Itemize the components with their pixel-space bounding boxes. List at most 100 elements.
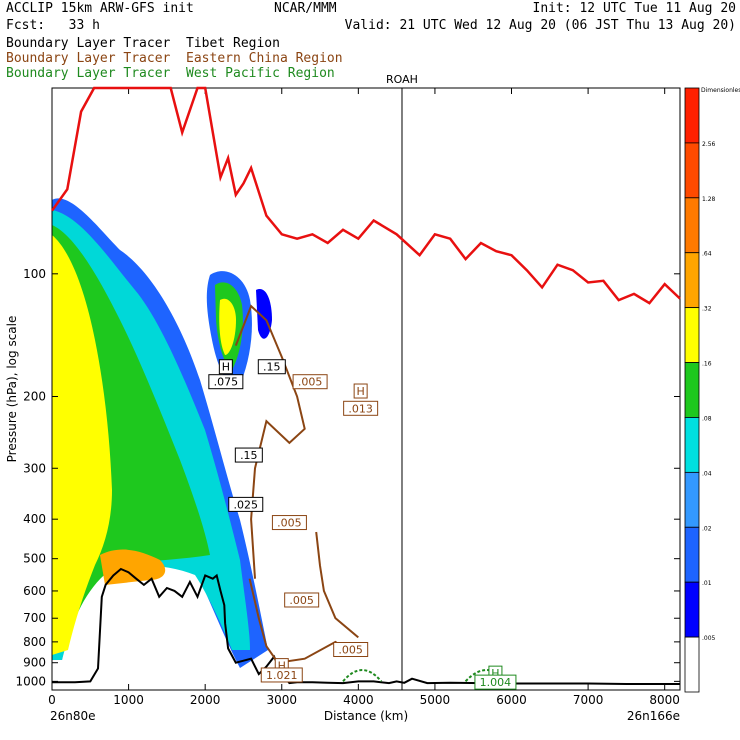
contour-label: H bbox=[356, 385, 364, 398]
contour-label: 1.004 bbox=[480, 676, 512, 689]
colorbar-level: .02 bbox=[702, 525, 712, 532]
tibet-field-orange bbox=[100, 549, 166, 585]
legend-tibet-region: Tibet Region bbox=[186, 36, 280, 51]
y-tick-label: 300 bbox=[23, 461, 46, 475]
chart-labels: .005H.013.005.005.005H1.021H.075.15.15.0… bbox=[208, 359, 517, 690]
contour-label: H bbox=[222, 361, 230, 374]
colorbar-segment bbox=[684, 526, 700, 583]
colorbar-segment bbox=[684, 142, 700, 199]
contour-label: .075 bbox=[214, 376, 239, 389]
contour-label-box bbox=[353, 383, 368, 399]
colorbar-level: .16 bbox=[702, 361, 712, 368]
colorbar-level: .005 bbox=[702, 635, 716, 642]
colorbar-level: .64 bbox=[702, 251, 712, 258]
header-forecast: Fcst: 33 h bbox=[6, 18, 100, 33]
colorbar-level: .04 bbox=[702, 470, 712, 477]
x-tick-label: 7000 bbox=[573, 693, 604, 707]
terrain-line bbox=[52, 567, 680, 685]
colorbar-segment bbox=[684, 252, 700, 309]
colorbar-level: .01 bbox=[702, 580, 712, 587]
x-tick-label: 8000 bbox=[649, 693, 680, 707]
contour-label-box bbox=[343, 400, 379, 416]
contour-label-box bbox=[228, 496, 264, 512]
y-tick-label: 800 bbox=[23, 635, 46, 649]
contour-label: H bbox=[491, 667, 499, 680]
x-tick-label: 0 bbox=[48, 693, 56, 707]
colorbar: Dimensionless .005 .01 .02 .04 .08 .16 .32 .64 1.… bbox=[684, 87, 740, 693]
colorbar-segment bbox=[684, 362, 700, 418]
contour-label-box bbox=[284, 592, 320, 608]
contour-label: .025 bbox=[234, 498, 259, 511]
contour-label-box bbox=[271, 515, 307, 531]
contour-label-box bbox=[208, 374, 244, 390]
contour-label-box bbox=[474, 674, 517, 690]
y-tick-label: 200 bbox=[23, 389, 46, 403]
legend-tracer-label: Boundary Layer Tracer bbox=[6, 66, 171, 81]
westpacific-contour bbox=[342, 669, 383, 683]
x-tick-label: 3000 bbox=[266, 693, 297, 707]
contour-label: .005 bbox=[338, 644, 363, 657]
tropopause-line bbox=[50, 86, 681, 305]
y-tick-label: 500 bbox=[23, 552, 46, 566]
contour-label: .15 bbox=[240, 449, 258, 462]
y-tick-label: 1000 bbox=[15, 674, 46, 688]
colorbar-segment bbox=[684, 471, 700, 528]
header-title: ACCLIP 15km ARW-GFS init bbox=[6, 1, 194, 16]
header-center: NCAR/MMM bbox=[274, 1, 337, 16]
contour-label: .005 bbox=[298, 376, 323, 389]
header-init: Init: 12 UTC Tue 11 Aug 20 bbox=[532, 1, 737, 16]
colorbar-level: 2.56 bbox=[702, 141, 716, 148]
contour-label-box bbox=[257, 359, 286, 375]
x-tick-label: 6000 bbox=[496, 693, 527, 707]
contour-label: H bbox=[278, 660, 286, 673]
y-tick-label: 400 bbox=[23, 512, 46, 526]
eastchina-contour bbox=[315, 531, 359, 639]
legend-eastchina: Boundary Layer Tracer Eastern China Regi… bbox=[6, 51, 343, 66]
colorbar-segment bbox=[684, 87, 700, 144]
y-tick-label: 600 bbox=[23, 584, 46, 598]
legend-tracer-label: Boundary Layer Tracer bbox=[6, 51, 171, 66]
tracer-fields bbox=[52, 198, 272, 668]
header-valid: Valid: 21 UTC Wed 12 Aug 20 (06 JST Thu … bbox=[344, 18, 736, 33]
contour-label-box bbox=[218, 359, 233, 375]
colorbar-title: Dimensionless bbox=[701, 87, 740, 94]
legend-westpacific-region: West Pacific Region bbox=[186, 66, 335, 81]
tibet-upper-blob-core bbox=[219, 298, 236, 355]
colorbar-segment bbox=[684, 581, 700, 638]
contour-label-box bbox=[333, 642, 369, 658]
right-endpoint-label: 26n166e bbox=[627, 709, 680, 723]
eastchina-contour bbox=[234, 304, 306, 579]
colorbar-segment bbox=[684, 197, 700, 254]
legend-tibet: Boundary Layer Tracer Tibet Region bbox=[6, 36, 280, 51]
contour-label-box bbox=[292, 374, 328, 390]
y-tick-label: 100 bbox=[23, 267, 46, 281]
contour-label: .15 bbox=[263, 361, 281, 374]
y-axis-label: Pressure (hPa), log scale bbox=[5, 316, 19, 463]
colorbar-level: 1.28 bbox=[702, 196, 716, 203]
x-tick-label: 5000 bbox=[420, 693, 451, 707]
plot-frame bbox=[51, 87, 681, 691]
legend-tracer-label: Boundary Layer Tracer bbox=[6, 36, 171, 51]
contour-label: 1.021 bbox=[266, 669, 298, 682]
contour-label: .005 bbox=[289, 594, 314, 607]
contour-label: .005 bbox=[277, 517, 302, 530]
y-tick-label: 900 bbox=[23, 656, 46, 670]
x-axis-label: Distance (km) bbox=[324, 709, 408, 723]
x-tick-label: 2000 bbox=[190, 693, 221, 707]
tibet-field-yellow bbox=[52, 235, 112, 655]
legend-westpacific: Boundary Layer Tracer West Pacific Regio… bbox=[6, 66, 335, 81]
left-endpoint-label: 26n80e bbox=[50, 709, 96, 723]
colorbar-segment bbox=[684, 417, 700, 473]
y-tick-label: 700 bbox=[23, 611, 46, 625]
contour-label-box bbox=[234, 447, 263, 463]
chart-axes: 0 1000 2000 3000 4000 5000 6000 7000 80001002003… bbox=[5, 73, 681, 723]
station-label: ROAH bbox=[386, 73, 418, 86]
x-tick-label: 1000 bbox=[113, 693, 144, 707]
colorbar-segment bbox=[684, 307, 700, 363]
legend-eastchina-region: Eastern China Region bbox=[186, 51, 343, 66]
colorbar-segment bbox=[684, 636, 700, 693]
contour-label: .013 bbox=[348, 402, 373, 415]
x-tick-label: 4000 bbox=[343, 693, 374, 707]
contour-label-box bbox=[260, 667, 303, 683]
